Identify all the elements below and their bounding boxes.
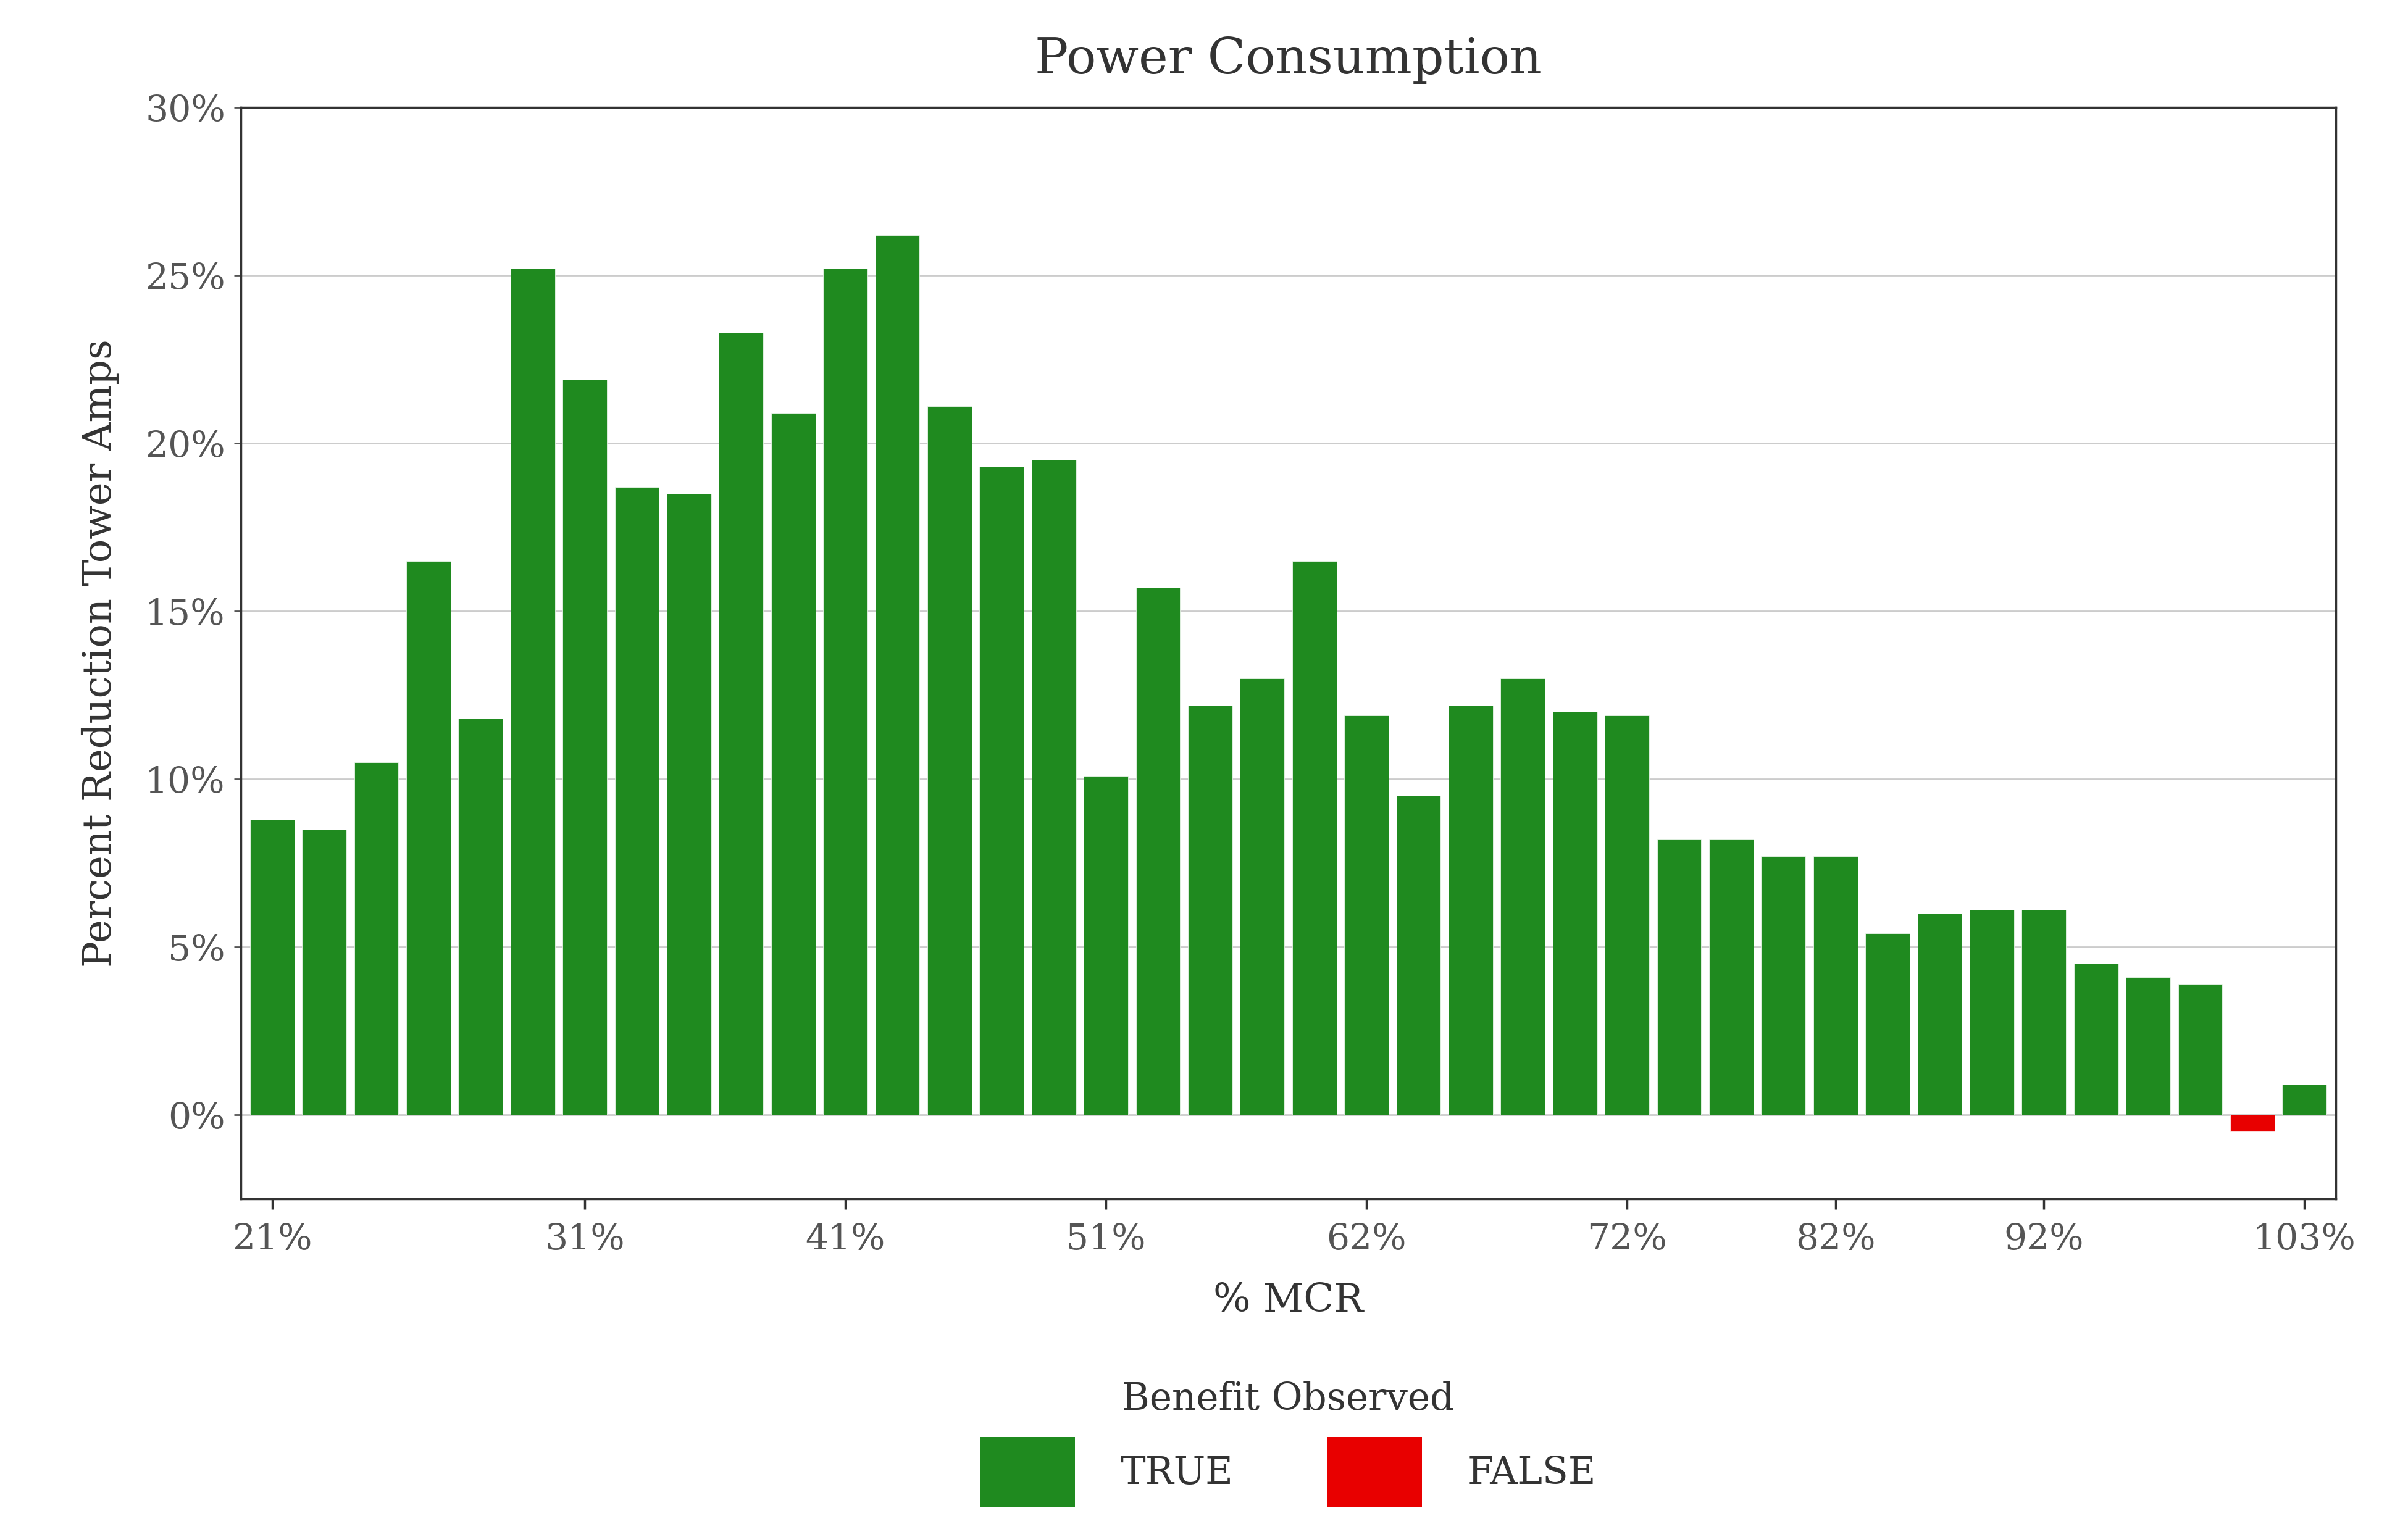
Bar	[1397, 796, 1440, 1114]
Bar	[720, 332, 763, 1114]
Bar	[407, 561, 450, 1114]
Bar	[1500, 678, 1546, 1114]
Bar	[2023, 910, 2066, 1114]
Bar	[1813, 856, 1857, 1114]
Bar	[771, 413, 816, 1114]
Bar	[614, 487, 660, 1114]
Bar	[1760, 856, 1806, 1114]
Bar	[2230, 1114, 2276, 1131]
Bar	[1187, 705, 1233, 1114]
Bar	[1917, 913, 1963, 1114]
Bar	[354, 762, 397, 1114]
Bar	[301, 830, 347, 1114]
Bar	[250, 819, 294, 1114]
Bar	[667, 493, 710, 1114]
Title: Power Consumption: Power Consumption	[1035, 35, 1541, 85]
Bar	[874, 235, 920, 1114]
Bar	[1084, 776, 1127, 1114]
Bar	[1344, 715, 1389, 1114]
Bar	[2283, 1085, 2326, 1114]
Legend: TRUE, FALSE: TRUE, FALSE	[980, 1380, 1597, 1508]
Bar	[2073, 964, 2119, 1114]
Bar	[1866, 933, 1910, 1114]
Bar	[2126, 978, 2170, 1114]
Bar	[1710, 839, 1753, 1114]
Y-axis label: Percent Reduction Tower Amps: Percent Reduction Tower Amps	[82, 340, 120, 967]
Bar	[458, 719, 503, 1114]
Bar	[563, 380, 607, 1114]
Bar	[927, 406, 973, 1114]
Bar	[980, 467, 1023, 1114]
Bar	[1553, 712, 1597, 1114]
Bar	[1137, 587, 1180, 1114]
Bar	[824, 269, 867, 1114]
X-axis label: % MCR: % MCR	[1214, 1282, 1363, 1320]
Bar	[1657, 839, 1702, 1114]
Bar	[1031, 460, 1076, 1114]
Bar	[1293, 561, 1336, 1114]
Bar	[1240, 678, 1283, 1114]
Bar	[1604, 715, 1649, 1114]
Bar	[510, 269, 554, 1114]
Bar	[1970, 910, 2013, 1114]
Bar	[1450, 705, 1493, 1114]
Bar	[2179, 984, 2223, 1114]
